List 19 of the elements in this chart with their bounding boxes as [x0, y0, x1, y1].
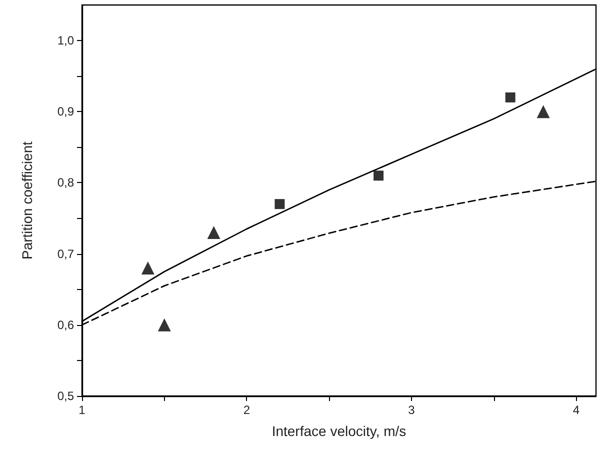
x-tick-label: 3 — [408, 403, 416, 417]
y-tick-label: 0,8 — [57, 176, 74, 190]
point — [536, 105, 550, 118]
point — [505, 92, 516, 102]
y-axis-title: Partition coefficient — [19, 141, 35, 260]
point — [158, 318, 171, 332]
y-tick-label: 0,6 — [57, 318, 74, 332]
y-tick-label: 0,5 — [57, 389, 74, 403]
x-tick-label: 2 — [243, 403, 250, 417]
point — [274, 199, 285, 210]
x-tick-label: 1 — [78, 403, 86, 417]
y-tick-label: 0,9 — [57, 104, 74, 119]
y-tick-label: 1,0 — [57, 34, 74, 48]
point — [374, 170, 384, 181]
x-tick-label: 4 — [572, 403, 580, 417]
point — [207, 226, 220, 239]
point — [141, 262, 154, 275]
x-axis-title: Interface velocity, m/s — [272, 423, 406, 439]
y-tick-label: 0,7 — [57, 246, 74, 261]
